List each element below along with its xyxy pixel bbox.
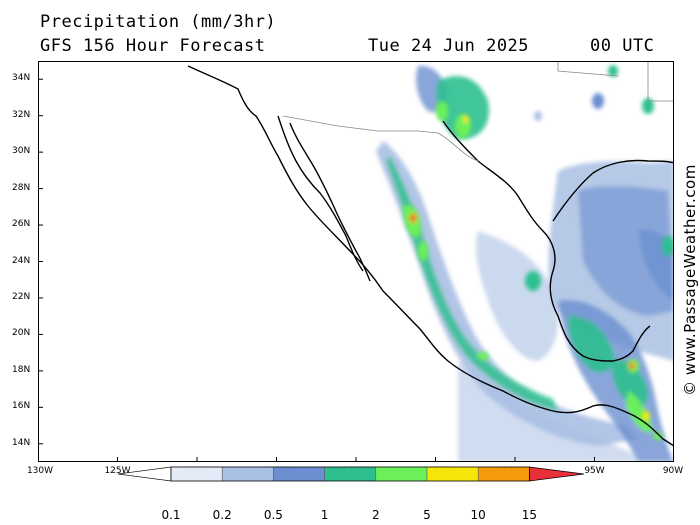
lat-label: 16N xyxy=(12,401,31,412)
legend-label: 0.5 xyxy=(263,508,283,522)
legend-label: 1 xyxy=(320,508,329,522)
lon-label: 130W xyxy=(26,466,54,476)
lon-label: 90W xyxy=(662,466,684,476)
lat-label: 24N xyxy=(12,255,31,266)
lon-label: 95W xyxy=(584,466,605,476)
legend-cell xyxy=(426,466,479,482)
legend-label: 15 xyxy=(521,508,538,522)
legend-cell xyxy=(375,466,428,482)
legend-cell xyxy=(170,466,223,482)
precipitation-legend xyxy=(118,466,584,482)
lat-label: 22N xyxy=(12,291,31,302)
forecast-date: Tue 24 Jun 2025 xyxy=(368,36,530,56)
legend-label: 0.1 xyxy=(161,508,181,522)
coastline xyxy=(187,65,674,447)
credit-watermark: © www.PassageWeather.com xyxy=(681,164,699,396)
legend-cell xyxy=(477,466,530,482)
legend-label: 10 xyxy=(470,508,486,522)
forecast-subtitle: GFS 156 Hour Forecast xyxy=(40,36,266,56)
legend-label: 0.2 xyxy=(212,508,232,522)
lat-label: 28N xyxy=(12,182,31,193)
lon-label: 125W xyxy=(104,466,131,476)
precipitation-field xyxy=(38,61,674,462)
legend-cell xyxy=(221,466,274,482)
lat-label: 20N xyxy=(12,328,31,339)
legend-label: 2 xyxy=(371,508,380,522)
legend-outline xyxy=(170,466,530,482)
legend-label: 5 xyxy=(423,508,431,522)
lat-label: 34N xyxy=(12,73,31,84)
lat-label: 30N xyxy=(12,146,31,157)
legend-cell xyxy=(273,466,325,482)
legend-cell xyxy=(324,466,377,482)
lat-label: 26N xyxy=(12,219,31,230)
lat-label: 18N xyxy=(12,364,31,375)
lat-label: 32N xyxy=(12,109,31,120)
borders xyxy=(282,61,674,162)
chart-title: Precipitation (mm/3hr) xyxy=(40,12,277,32)
forecast-time: 00 UTC xyxy=(590,36,655,56)
legend-arrow-high xyxy=(529,466,584,482)
precipitation-map xyxy=(38,61,674,462)
lat-label: 14N xyxy=(12,437,31,448)
legend-arrow-low xyxy=(118,466,172,482)
